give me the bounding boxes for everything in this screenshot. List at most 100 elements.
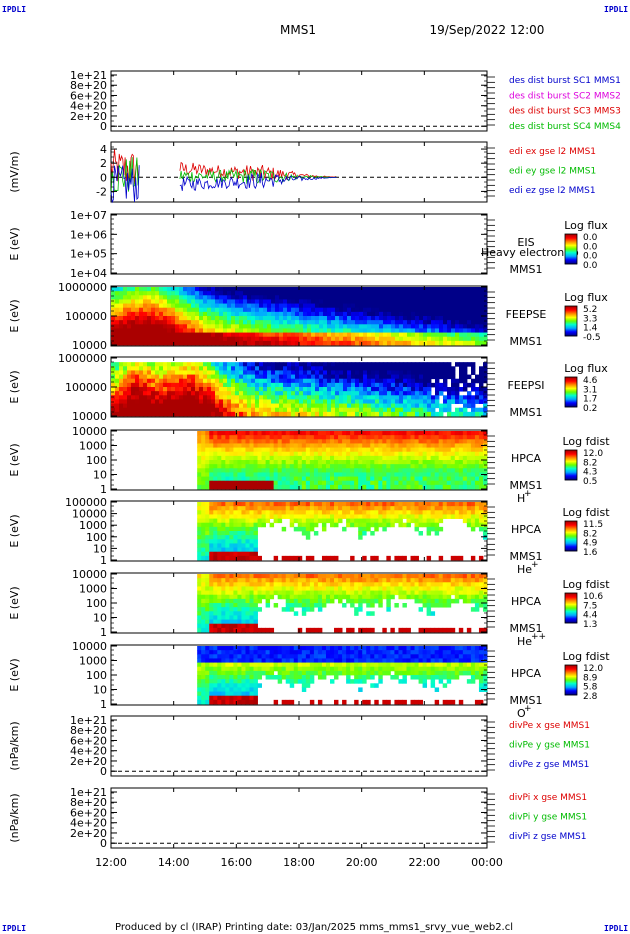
spectrogram-cell: [203, 332, 208, 338]
spectrogram-cell: [450, 480, 456, 486]
spectrogram-cell: [201, 514, 206, 519]
spectrogram-cell: [371, 391, 376, 396]
spectrogram-cell: [479, 411, 484, 417]
spectrogram-cell: [375, 324, 380, 329]
spectrogram-cell: [229, 472, 234, 477]
spectrogram-cell: [233, 439, 238, 444]
spectrogram-cell: [175, 336, 180, 342]
spectrogram-cell: [179, 366, 184, 371]
spectrogram-cell: [147, 407, 152, 413]
spectrogram-cell: [423, 378, 428, 384]
spectrogram-cell: [311, 374, 316, 380]
spectrogram-cell: [301, 484, 307, 490]
spectrogram-cell: [350, 555, 355, 561]
spectrogram-cell: [455, 382, 460, 388]
spectrogram-cell: [139, 303, 144, 309]
spectrogram-cell: [273, 472, 279, 477]
spectrogram-cell: [391, 395, 396, 400]
spectrogram-cell: [367, 366, 372, 371]
colorbar-segment: [565, 466, 577, 468]
spectrogram-cell: [406, 514, 411, 519]
spectrogram-cell: [175, 324, 180, 329]
spectrogram-cell: [454, 451, 460, 457]
spectrogram-cell: [171, 299, 176, 304]
spectrogram-cell: [171, 316, 176, 321]
spectrogram-cell: [233, 484, 238, 490]
colorbar-segment: [565, 525, 577, 527]
spectrogram-cell: [229, 526, 234, 532]
spectrogram-cell: [463, 382, 468, 388]
spectrogram-cell: [415, 336, 420, 342]
spectrogram-cell: [283, 336, 288, 342]
spectrogram-cell: [307, 395, 312, 400]
spectrogram-cell: [431, 311, 436, 317]
spectrogram-cell: [366, 431, 371, 436]
spectrogram-cell: [309, 586, 315, 591]
spectrogram-cell: [199, 366, 204, 371]
spectrogram-cell: [327, 399, 332, 404]
spectrogram-cell: [147, 395, 152, 400]
spectrogram-cell: [406, 484, 411, 490]
spectrogram-cell: [223, 320, 228, 325]
spectrogram-cell: [285, 555, 291, 561]
spectrogram-cell: [362, 555, 367, 561]
spectrogram-cell: [235, 299, 240, 304]
spectrogram-cell: [273, 451, 279, 457]
spectrogram-cell: [293, 526, 299, 532]
spectrogram-cell: [331, 407, 336, 413]
spectrogram-cell: [362, 480, 367, 486]
spectrogram-cell: [309, 578, 315, 583]
spectrogram-cell: [191, 303, 196, 309]
spectrogram-cell: [443, 399, 448, 404]
spectrogram-cell: [474, 468, 480, 473]
spectrogram-cell: [197, 623, 202, 629]
spectrogram-cell: [281, 526, 287, 532]
spectrogram-cell: [245, 464, 250, 469]
spectrogram-cell: [255, 370, 260, 375]
spectrogram-cell: [155, 311, 160, 317]
spectrogram-cell: [191, 311, 196, 317]
spectrogram-cell: [434, 451, 440, 457]
spectrogram-cell: [330, 480, 335, 486]
spectrogram-cell: [415, 324, 420, 329]
spectrogram-cell: [123, 303, 128, 309]
spectrogram-cell: [207, 311, 212, 317]
spectrogram-cell: [221, 586, 226, 591]
spectrogram-cell: [251, 287, 256, 292]
spectrogram-cell: [143, 295, 148, 300]
spectrogram-cell: [339, 403, 344, 409]
spectrogram-cell: [471, 332, 476, 338]
spectrogram-cell: [386, 464, 391, 469]
spectrogram-cell: [263, 340, 268, 346]
spectrogram-cell: [478, 480, 484, 486]
spectrogram-cell: [471, 307, 476, 313]
spectrogram-cell: [215, 324, 220, 329]
spectrogram-cell: [283, 362, 288, 367]
spectrogram-cell: [223, 295, 228, 300]
spectrogram-cell: [131, 387, 136, 392]
spectrogram-cell: [399, 387, 404, 392]
spectrogram-cell: [115, 324, 120, 329]
spectrogram-cell: [155, 316, 160, 321]
spectrogram-cell: [299, 299, 304, 304]
spectrogram-cell: [297, 582, 303, 587]
spectrogram-cell: [241, 594, 246, 600]
spectrogram-cell: [257, 443, 262, 448]
spectrogram-cell: [247, 320, 252, 325]
spectrogram-cell: [243, 324, 248, 329]
spectrogram-cell: [410, 460, 415, 465]
spectrogram-cell: [355, 395, 360, 400]
spectrogram-cell: [450, 484, 456, 490]
spectrogram-cell: [147, 295, 152, 300]
spectrogram-cell: [439, 291, 444, 296]
spectrogram-cell: [259, 407, 264, 413]
colorbar-segment: [565, 237, 577, 239]
spectrogram-cell: [151, 316, 156, 321]
spectrogram-cell: [402, 443, 407, 448]
colorbar-segment: [565, 259, 577, 261]
spectrogram-cell: [155, 328, 160, 333]
spectrogram-cell: [233, 578, 238, 583]
spectrogram-cell: [386, 510, 391, 515]
spectrogram-cell: [265, 472, 271, 477]
spectrogram-cell: [479, 391, 484, 396]
